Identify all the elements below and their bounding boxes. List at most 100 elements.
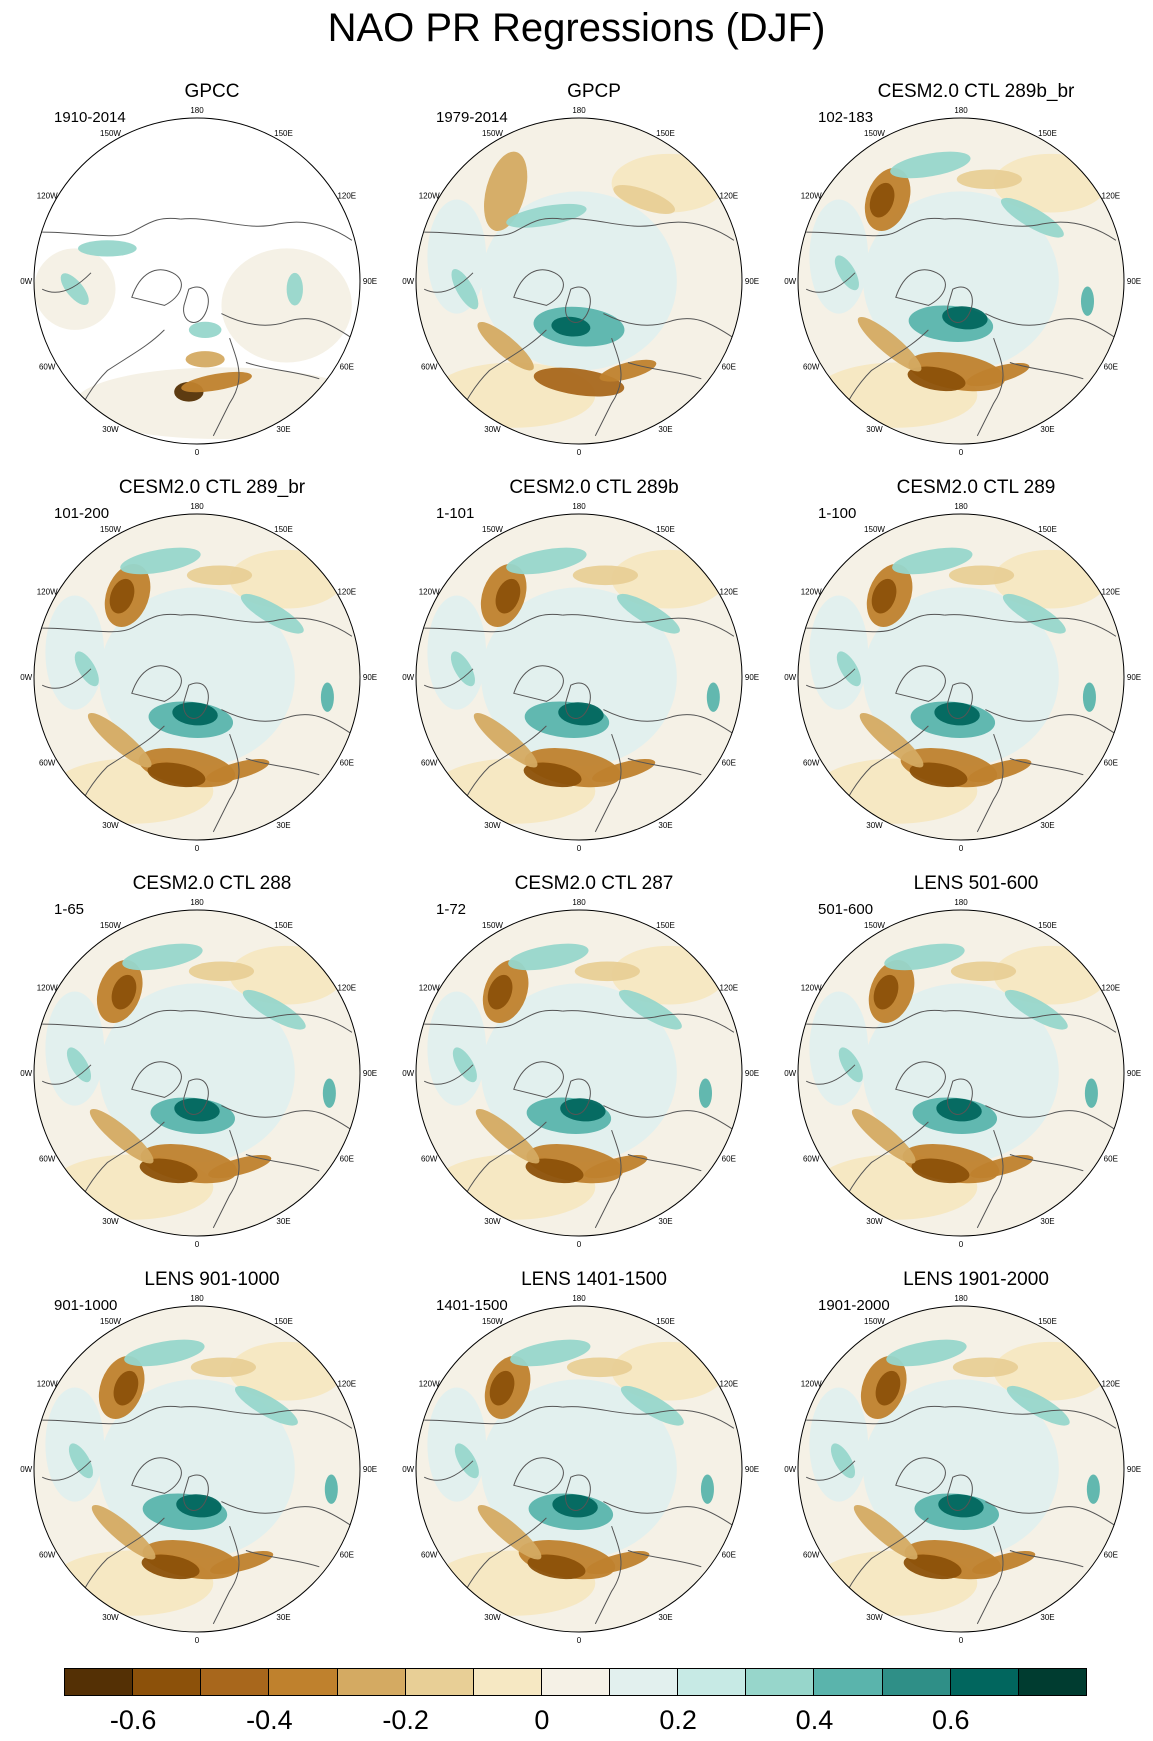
- panel-period: 101-200: [54, 505, 110, 522]
- longitude-label: 150E: [656, 1317, 675, 1326]
- colorbar-segment: [813, 1668, 883, 1696]
- longitude-label: 0: [577, 448, 582, 457]
- colorbar-segment: [881, 1668, 951, 1696]
- longitude-label: 30E: [276, 1613, 290, 1622]
- longitude-label: 60E: [722, 1155, 736, 1164]
- longitude-label: 90W: [784, 277, 797, 286]
- longitude-label: 120E: [337, 192, 356, 201]
- longitude-label: 180: [190, 898, 204, 907]
- longitude-label: 60E: [1104, 363, 1118, 372]
- map-panel: 180 150E 120E 90E 60E 30E 0 30W 60W 90W 120W 150W CE…: [402, 868, 786, 1263]
- longitude-label: 0: [577, 1636, 582, 1645]
- panel-title: CESM2.0 CTL 289b_br: [877, 81, 1075, 102]
- polar-map: 180 150E 120E 90E 60E 30E 0 30W 60W 90W 120W 150W: [20, 898, 377, 1249]
- panel-period: 1401-1500: [436, 1297, 508, 1314]
- colorbar-segment: [745, 1668, 815, 1696]
- longitude-label: 120W: [37, 1380, 58, 1389]
- panel-period: 1-101: [436, 505, 475, 522]
- map-panel: 180 150E 120E 90E 60E 30E 0 30W 60W 90W 120W 150W CE…: [784, 76, 1153, 471]
- longitude-label: 30E: [276, 821, 290, 830]
- longitude-label: 120E: [337, 1380, 356, 1389]
- longitude-label: 60E: [722, 759, 736, 768]
- longitude-label: 150W: [864, 525, 885, 534]
- longitude-label: 30W: [102, 1613, 119, 1622]
- longitude-label: 150E: [274, 129, 293, 138]
- longitude-label: 60E: [340, 1551, 354, 1560]
- longitude-label: 90E: [745, 673, 759, 682]
- longitude-label: 120E: [1101, 1380, 1120, 1389]
- longitude-label: 90E: [1127, 277, 1141, 286]
- longitude-label: 30W: [866, 1217, 883, 1226]
- longitude-label: 60W: [39, 759, 56, 768]
- longitude-label: 60W: [39, 1551, 56, 1560]
- map-panel: 180 150E 120E 90E 60E 30E 0 30W 60W 90W 120W 150W CE…: [20, 868, 404, 1263]
- longitude-label: 90W: [20, 277, 33, 286]
- longitude-label: 150W: [100, 525, 121, 534]
- colorbar-tick-label: 0.2: [659, 1705, 697, 1735]
- longitude-label: 30E: [1040, 1217, 1054, 1226]
- longitude-label: 0: [195, 1240, 200, 1249]
- longitude-label: 90E: [363, 673, 377, 682]
- panel-title: CESM2.0 CTL 288: [132, 873, 292, 894]
- longitude-label: 30E: [276, 1217, 290, 1226]
- longitude-label: 120W: [801, 588, 822, 597]
- longitude-label: 120W: [419, 984, 440, 993]
- longitude-label: 180: [190, 106, 204, 115]
- longitude-label: 60E: [722, 1551, 736, 1560]
- longitude-label: 60E: [1104, 1551, 1118, 1560]
- longitude-label: 180: [572, 898, 586, 907]
- map-panel: 180 150E 120E 90E 60E 30E 0 30W 60W 90W 120W 150W LE…: [784, 868, 1153, 1263]
- longitude-label: 60E: [340, 759, 354, 768]
- longitude-label: 180: [954, 1294, 968, 1303]
- longitude-label: 30E: [658, 1217, 672, 1226]
- panel-title: LENS 501-600: [913, 873, 1039, 894]
- longitude-label: 150E: [656, 129, 675, 138]
- longitude-label: 150E: [274, 1317, 293, 1326]
- colorbar-segment: [472, 1668, 542, 1696]
- colorbar-segment: [1017, 1668, 1087, 1696]
- longitude-label: 30W: [484, 1217, 501, 1226]
- longitude-label: 150E: [274, 525, 293, 534]
- longitude-label: 60E: [1104, 759, 1118, 768]
- longitude-label: 60E: [340, 363, 354, 372]
- longitude-label: 120W: [801, 1380, 822, 1389]
- panel-title: CESM2.0 CTL 287: [514, 873, 674, 894]
- longitude-label: 120E: [1101, 588, 1120, 597]
- longitude-label: 90W: [784, 673, 797, 682]
- longitude-label: 150E: [1038, 1317, 1057, 1326]
- longitude-label: 120W: [801, 192, 822, 201]
- colorbar-tick-label: 0.6: [931, 1705, 970, 1735]
- panel-title: GPCP: [567, 81, 621, 102]
- polar-map: 180 150E 120E 90E 60E 30E 0 30W 60W 90W 120W 150W: [784, 1294, 1141, 1645]
- longitude-label: 60W: [421, 1551, 438, 1560]
- longitude-label: 30E: [658, 1613, 672, 1622]
- longitude-label: 90E: [1127, 1465, 1141, 1474]
- longitude-label: 120W: [37, 984, 58, 993]
- longitude-label: 0: [195, 844, 200, 853]
- polar-map: 180 150E 120E 90E 60E 30E 0 30W 60W 90W 120W 150W: [784, 106, 1141, 457]
- map-panel: 180 150E 120E 90E 60E 30E 0 30W 60W 90W 120W 150W GP…: [402, 76, 786, 471]
- longitude-label: 120W: [801, 984, 822, 993]
- longitude-label: 0: [959, 844, 964, 853]
- longitude-label: 180: [190, 1294, 204, 1303]
- longitude-label: 150E: [1038, 129, 1057, 138]
- colorbar-segment: [540, 1668, 611, 1696]
- longitude-label: 60W: [803, 363, 820, 372]
- longitude-label: 180: [954, 502, 968, 511]
- polar-map: 180 150E 120E 90E 60E 30E 0 30W 60W 90W 120W 150W: [784, 898, 1141, 1249]
- panel-period: 1979-2014: [436, 109, 508, 126]
- longitude-label: 0: [577, 1240, 582, 1249]
- polar-map: 180 150E 120E 90E 60E 30E 0 30W 60W 90W 120W 150W: [20, 502, 377, 853]
- longitude-label: 180: [954, 106, 968, 115]
- longitude-label: 120E: [719, 1380, 738, 1389]
- longitude-label: 60W: [421, 363, 438, 372]
- panel-period: 901-1000: [54, 1297, 118, 1314]
- longitude-label: 150W: [864, 129, 885, 138]
- panel-title: CESM2.0 CTL 289: [896, 477, 1056, 498]
- longitude-label: 0: [195, 1636, 200, 1645]
- panel-title: CESM2.0 CTL 289_br: [118, 477, 306, 498]
- colorbar: [64, 1668, 1087, 1696]
- longitude-label: 90E: [363, 1465, 377, 1474]
- longitude-label: 150W: [100, 129, 121, 138]
- colorbar-segment: [609, 1668, 679, 1696]
